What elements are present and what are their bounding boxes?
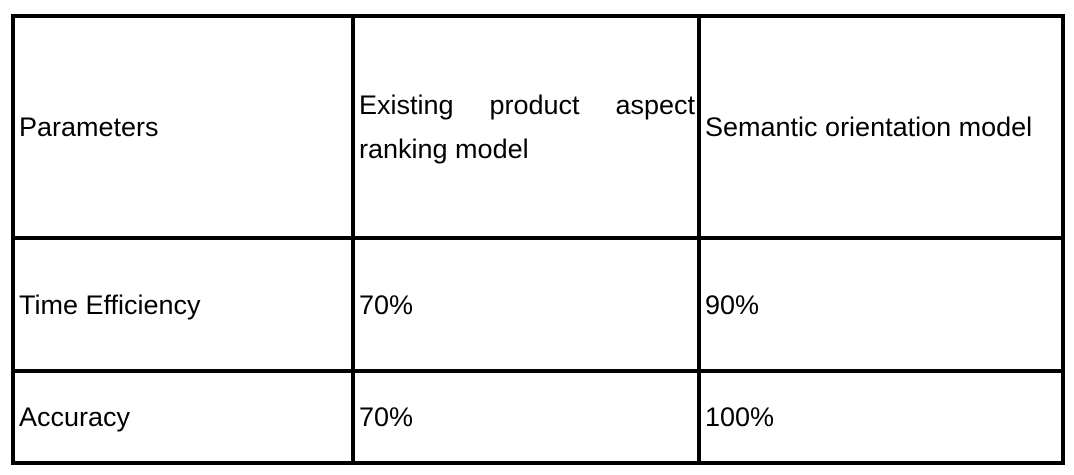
cell-accuracy-existing: 70% — [351, 369, 701, 465]
cell-accuracy-semantic: 100% — [697, 369, 1065, 465]
cell-time-efficiency-existing: 70% — [351, 236, 701, 373]
comparison-table: Parameters Existing product aspect ranki… — [11, 14, 1065, 465]
table-row: Accuracy 70% 100% — [11, 369, 1065, 465]
row-label-time-efficiency: Time Efficiency — [11, 236, 355, 373]
table-row: Time Efficiency 70% 90% — [11, 236, 1065, 373]
comparison-table-container: Parameters Existing product aspect ranki… — [11, 14, 1065, 465]
row-label-accuracy: Accuracy — [11, 369, 355, 465]
cell-time-efficiency-semantic: 90% — [697, 236, 1065, 373]
table-header-row: Parameters Existing product aspect ranki… — [11, 14, 1065, 240]
header-cell-parameters: Parameters — [11, 14, 355, 240]
header-cell-semantic-model: Semantic orientation model — [697, 14, 1065, 240]
header-cell-existing-model: Existing product aspect ranking model — [351, 14, 701, 240]
